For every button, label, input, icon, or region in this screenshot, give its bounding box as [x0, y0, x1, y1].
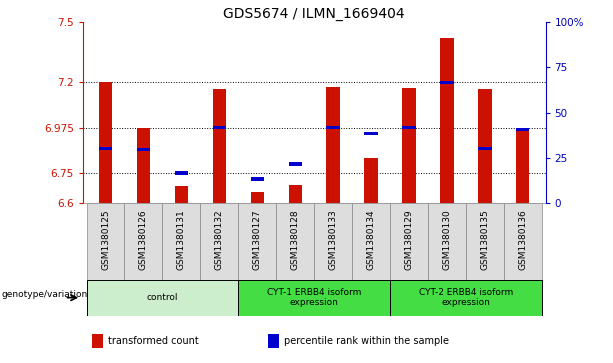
Bar: [137, 128, 150, 203]
Bar: [200, 203, 238, 280]
Text: GSM1380133: GSM1380133: [329, 209, 338, 270]
Bar: [428, 203, 466, 280]
Bar: [352, 203, 390, 280]
Text: GSM1380126: GSM1380126: [139, 209, 148, 270]
Bar: [440, 38, 454, 203]
Bar: [289, 162, 302, 166]
Bar: [86, 280, 238, 316]
Text: GSM1380128: GSM1380128: [291, 209, 300, 270]
Text: GSM1380125: GSM1380125: [101, 209, 110, 270]
Text: GSM1380129: GSM1380129: [405, 209, 414, 270]
Text: genotype/variation: genotype/variation: [2, 290, 88, 298]
Bar: [99, 147, 112, 150]
Text: GSM1380131: GSM1380131: [177, 209, 186, 270]
Text: transformed count: transformed count: [108, 336, 199, 346]
Bar: [99, 82, 112, 203]
Bar: [402, 126, 416, 129]
Text: GSM1380136: GSM1380136: [519, 209, 527, 270]
Text: control: control: [147, 293, 178, 302]
Text: GSM1380135: GSM1380135: [481, 209, 489, 270]
Bar: [390, 280, 542, 316]
Bar: [364, 158, 378, 203]
Bar: [504, 203, 542, 280]
Bar: [238, 203, 276, 280]
Bar: [238, 280, 390, 316]
Bar: [162, 203, 200, 280]
Bar: [440, 81, 454, 84]
Text: GSM1380127: GSM1380127: [253, 209, 262, 270]
Bar: [314, 203, 352, 280]
Bar: [327, 87, 340, 203]
Bar: [92, 334, 103, 348]
Bar: [478, 89, 492, 203]
Bar: [175, 171, 188, 175]
Bar: [213, 126, 226, 129]
Bar: [390, 203, 428, 280]
Bar: [364, 132, 378, 135]
Bar: [289, 185, 302, 203]
Bar: [327, 126, 340, 129]
Bar: [137, 148, 150, 151]
Text: GSM1380132: GSM1380132: [215, 209, 224, 270]
Bar: [251, 192, 264, 203]
Text: GSM1380134: GSM1380134: [367, 209, 376, 270]
Bar: [402, 88, 416, 203]
Bar: [86, 203, 124, 280]
Bar: [276, 203, 314, 280]
Text: CYT-2 ERBB4 isoform
expression: CYT-2 ERBB4 isoform expression: [419, 288, 513, 307]
Text: GSM1380130: GSM1380130: [443, 209, 451, 270]
Bar: [466, 203, 504, 280]
Bar: [516, 128, 530, 131]
Bar: [175, 186, 188, 203]
Bar: [516, 129, 530, 203]
Title: GDS5674 / ILMN_1669404: GDS5674 / ILMN_1669404: [223, 7, 405, 21]
Bar: [124, 203, 162, 280]
Text: percentile rank within the sample: percentile rank within the sample: [284, 336, 449, 346]
Bar: [268, 334, 279, 348]
Bar: [478, 147, 492, 150]
Bar: [213, 89, 226, 203]
Bar: [251, 178, 264, 181]
Text: CYT-1 ERBB4 isoform
expression: CYT-1 ERBB4 isoform expression: [267, 288, 361, 307]
